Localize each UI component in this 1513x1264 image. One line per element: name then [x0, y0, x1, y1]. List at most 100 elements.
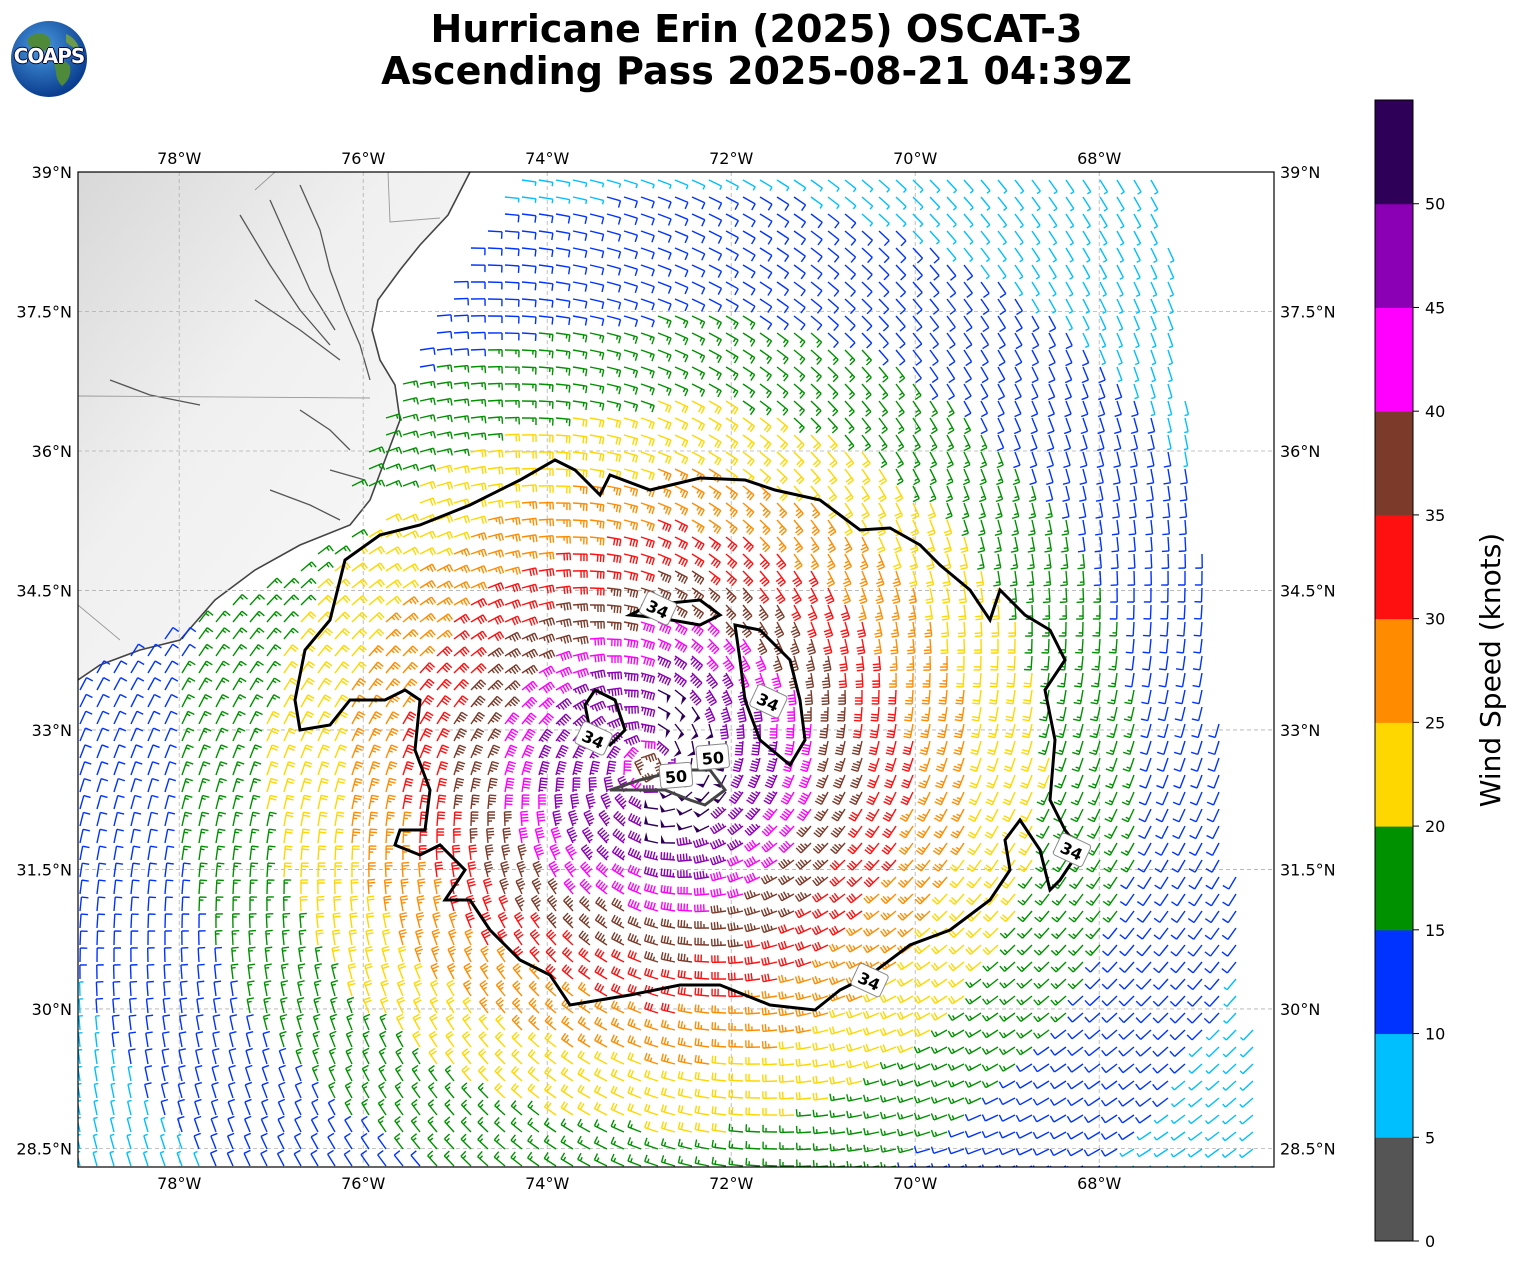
wind-barb	[555, 366, 571, 376]
wind-barb	[827, 417, 839, 434]
wind-barb	[776, 400, 789, 416]
wind-barb	[606, 366, 622, 378]
wind-barb	[1150, 315, 1157, 332]
wind-barb	[1064, 383, 1073, 401]
pamlico-sound	[269, 409, 366, 521]
wind-barb	[708, 213, 723, 227]
contour-label: 50	[658, 761, 694, 790]
wind-barb	[980, 264, 990, 280]
wind-barb	[1130, 434, 1139, 451]
wind-barb	[963, 196, 974, 211]
wind-barb	[1046, 451, 1055, 469]
wind-barb	[453, 364, 470, 373]
colorbar-tick-label: 50	[1425, 195, 1445, 214]
wind-barb	[436, 447, 453, 456]
wind-barb	[1081, 349, 1090, 367]
wind-barb	[759, 366, 772, 382]
wind-barb	[878, 417, 888, 434]
wind-barb	[946, 247, 957, 262]
wind-barb	[776, 196, 790, 211]
wind-barb	[742, 451, 755, 467]
wind-barb	[504, 383, 520, 391]
wind-barb	[844, 366, 856, 383]
wind-barb	[657, 451, 672, 464]
wind-barb	[963, 315, 973, 333]
wind-barb	[657, 247, 672, 260]
wind-barb	[1167, 264, 1175, 281]
wind-barb	[1116, 332, 1124, 349]
wind-barb	[912, 332, 923, 349]
wind-barb	[1114, 400, 1122, 418]
wind-barb	[1167, 400, 1173, 417]
wind-barb	[419, 363, 436, 372]
wind-barb	[640, 366, 655, 379]
wind-barb	[640, 247, 655, 260]
lon-tick-label: 78°W	[157, 149, 201, 168]
wind-barb	[640, 451, 655, 464]
wind-barb	[1065, 247, 1074, 263]
wind-barb	[1013, 417, 1022, 435]
wind-barb	[589, 332, 605, 343]
wind-barb	[521, 349, 537, 358]
wind-barb	[504, 433, 521, 442]
wind-barb	[1167, 315, 1174, 332]
wind-barb	[946, 298, 957, 315]
wind-barb	[385, 413, 403, 421]
wind-barb	[963, 383, 972, 401]
wind-barb	[759, 383, 772, 399]
wind-barb	[1099, 213, 1108, 229]
wind-barb	[555, 196, 571, 204]
wind-barb	[691, 383, 706, 397]
wind-barb	[572, 213, 588, 224]
wind-barb	[997, 179, 1008, 194]
wind-barb	[504, 450, 521, 459]
wind-barb	[1047, 400, 1055, 418]
colorbar-tick-label: 10	[1425, 1025, 1445, 1044]
wind-barb	[980, 383, 989, 401]
wind-barb	[878, 451, 888, 469]
wind-barb	[1079, 451, 1088, 469]
wind-barb	[691, 230, 706, 244]
wind-barb	[623, 417, 639, 429]
wind-barb	[640, 298, 655, 311]
wind-barb	[487, 264, 503, 273]
wind-barb	[640, 349, 655, 362]
lat-tick-label: 33°N	[32, 721, 72, 740]
wind-barb	[555, 264, 571, 275]
wind-barb	[555, 247, 571, 258]
wind-barb	[725, 230, 739, 245]
wind-barb	[878, 230, 890, 247]
wind-barb	[657, 434, 672, 447]
wind-barb	[997, 298, 1007, 316]
wind-barb	[878, 366, 889, 383]
wind-barb	[1014, 179, 1025, 195]
wind-barb	[810, 451, 822, 468]
wind-barb	[929, 451, 938, 469]
wind-barb	[912, 451, 921, 469]
wind-barb	[572, 332, 588, 343]
wind-barb	[538, 400, 554, 409]
wind-barb	[606, 383, 622, 395]
wind-barb	[895, 247, 907, 264]
wind-barb	[657, 196, 672, 209]
wind-barb	[776, 383, 789, 399]
wind-barb	[640, 264, 655, 277]
wind-barb	[674, 417, 689, 431]
wind-barb	[504, 466, 521, 475]
colorbar-segment	[1375, 618, 1413, 723]
wind-barb	[742, 247, 756, 262]
colorbar-segment	[1375, 1137, 1413, 1242]
wind-barb	[504, 416, 520, 425]
wind-barb	[810, 383, 822, 400]
wind-barb	[538, 281, 554, 291]
wind-barb	[623, 230, 639, 243]
wind-barb	[742, 383, 756, 399]
wind-barb	[572, 315, 588, 326]
wind-barb	[1133, 366, 1140, 383]
wind-barb	[691, 349, 706, 363]
wind-barb	[776, 264, 790, 280]
wind-barb	[725, 451, 739, 467]
wind-barb	[487, 365, 503, 374]
wind-barb	[810, 179, 823, 192]
wind-barb	[1150, 213, 1159, 229]
